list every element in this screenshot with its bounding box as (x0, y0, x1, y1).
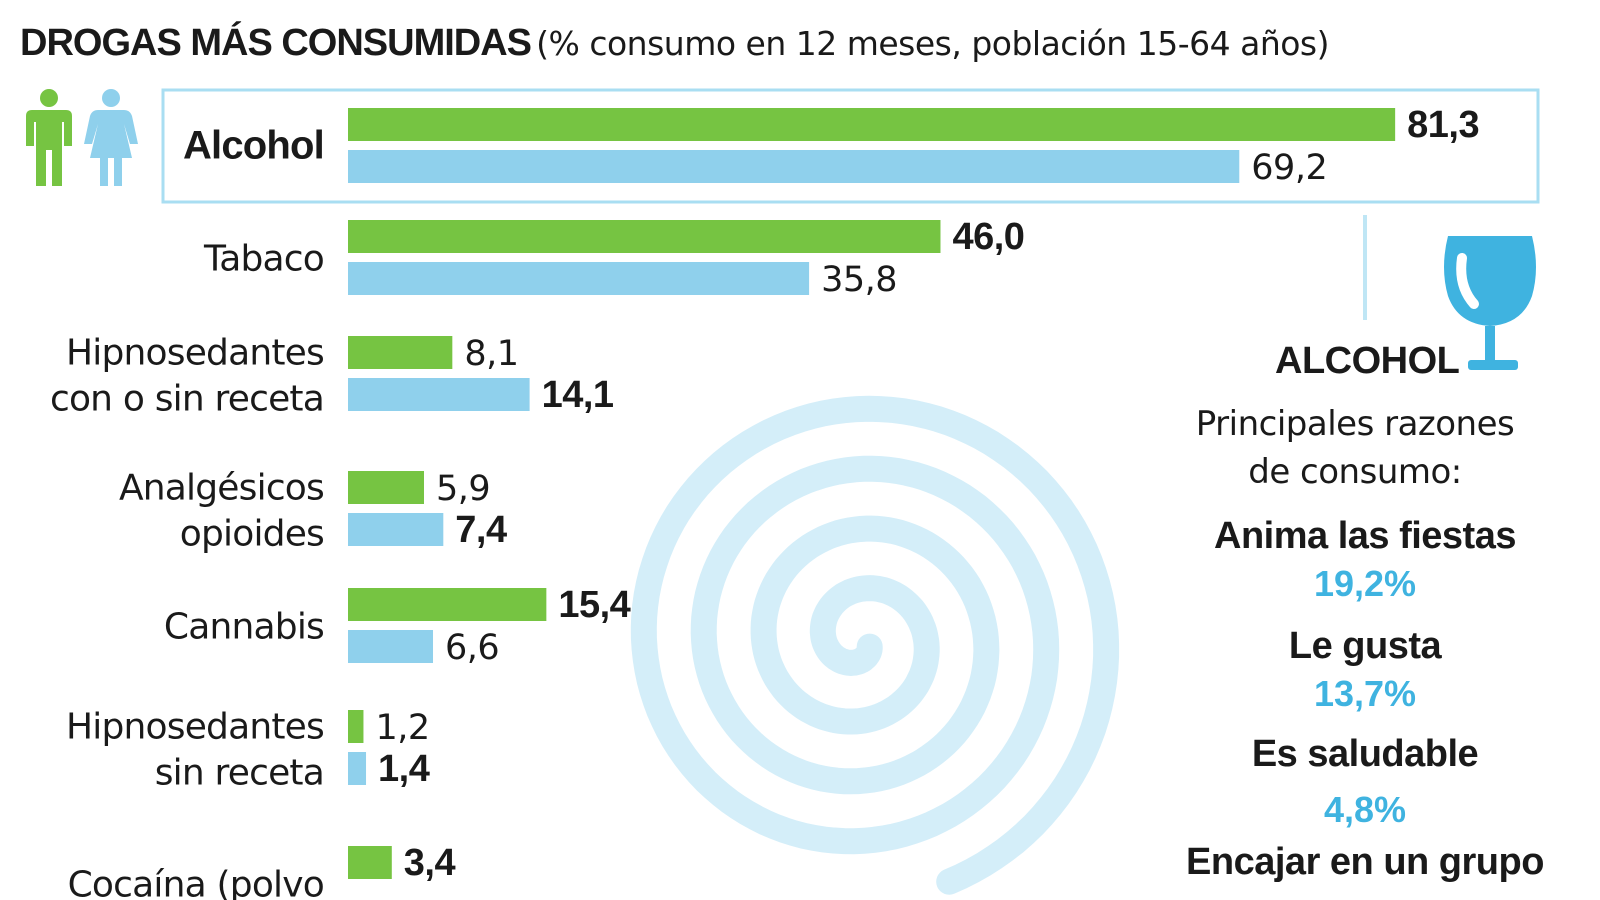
data-label: 1,2 (375, 708, 429, 748)
data-label: 81,3 (1407, 104, 1479, 146)
panel-heading: ALCOHOL (1275, 340, 1460, 382)
title-subtitle: (% consumo en 12 meses, población 15-64 … (536, 24, 1329, 63)
data-label: 6,6 (445, 628, 499, 668)
bar-series-1 (348, 336, 453, 369)
panel-intro: Principales razones de consumo: (1160, 400, 1550, 496)
title-main: DROGAS MÁS CONSUMIDAS (20, 22, 532, 64)
bar-series-2 (348, 262, 810, 295)
data-label: 8,1 (464, 334, 518, 374)
bar-series-1 (348, 710, 364, 743)
reason-item: Es saludable 4,8% (1160, 730, 1570, 834)
reason-label: Encajar en un grupo (1186, 841, 1544, 883)
category-label: opioides (180, 514, 324, 555)
bar-series-2 (348, 513, 444, 546)
data-label: 1,4 (378, 748, 430, 790)
bar-series-1 (348, 846, 392, 879)
panel-intro-line-2: de consumo: (1248, 452, 1462, 492)
category-label: Cannabis (164, 607, 324, 648)
bar-series-1 (348, 588, 547, 621)
reason-value: 19,2% (1313, 563, 1417, 604)
man-icon (22, 88, 76, 192)
reason-value: 13,7% (1313, 673, 1417, 714)
reason-item: Encajar en un grupo (1160, 838, 1570, 886)
bar-series-1 (348, 220, 941, 253)
data-label: 35,8 (821, 260, 897, 300)
category-label: Tabaco (203, 239, 324, 280)
data-label: 5,9 (436, 469, 490, 509)
data-label: 69,2 (1251, 148, 1327, 188)
category-label: con o sin receta (50, 379, 324, 420)
woman-icon (84, 88, 138, 192)
spiral-path (630, 395, 1120, 895)
data-label: 15,4 (558, 584, 630, 626)
wine-glass-icon (1440, 228, 1540, 382)
reason-label: Es saludable (1251, 733, 1479, 775)
panel-connector-line (1363, 215, 1367, 320)
reason-item: Anima las fiestas 19,2% (1160, 512, 1570, 608)
bar-series-2 (348, 378, 530, 411)
category-label: sin receta (155, 753, 324, 794)
category-label: Alcohol (183, 124, 324, 168)
panel-intro-line-1: Principales razones (1195, 404, 1515, 444)
reason-label: Anima las fiestas (1214, 515, 1516, 557)
category-label: Cocaína (polvo (68, 865, 324, 900)
data-label: 14,1 (542, 374, 614, 416)
reason-value: 4,8% (1323, 789, 1407, 830)
category-label: Hipnosedantes (66, 707, 324, 748)
bar-series-1 (348, 108, 1396, 141)
bar-series-1 (348, 471, 424, 504)
bar-series-2 (348, 630, 434, 663)
reason-label: Le gusta (1288, 625, 1442, 667)
bar-series-2 (348, 150, 1240, 183)
highlight-box (161, 88, 1540, 204)
bar-series-2 (348, 752, 367, 785)
data-label: 7,4 (455, 509, 507, 551)
category-label: Analgésicos (119, 468, 324, 509)
category-label: Hipnosedantes (66, 333, 324, 374)
data-label: 46,0 (952, 216, 1024, 258)
reason-item: Le gusta 13,7% (1160, 622, 1570, 718)
data-label: 3,4 (404, 842, 456, 884)
chart-title: DROGAS MÁS CONSUMIDAS (% consumo en 12 m… (20, 22, 1329, 65)
